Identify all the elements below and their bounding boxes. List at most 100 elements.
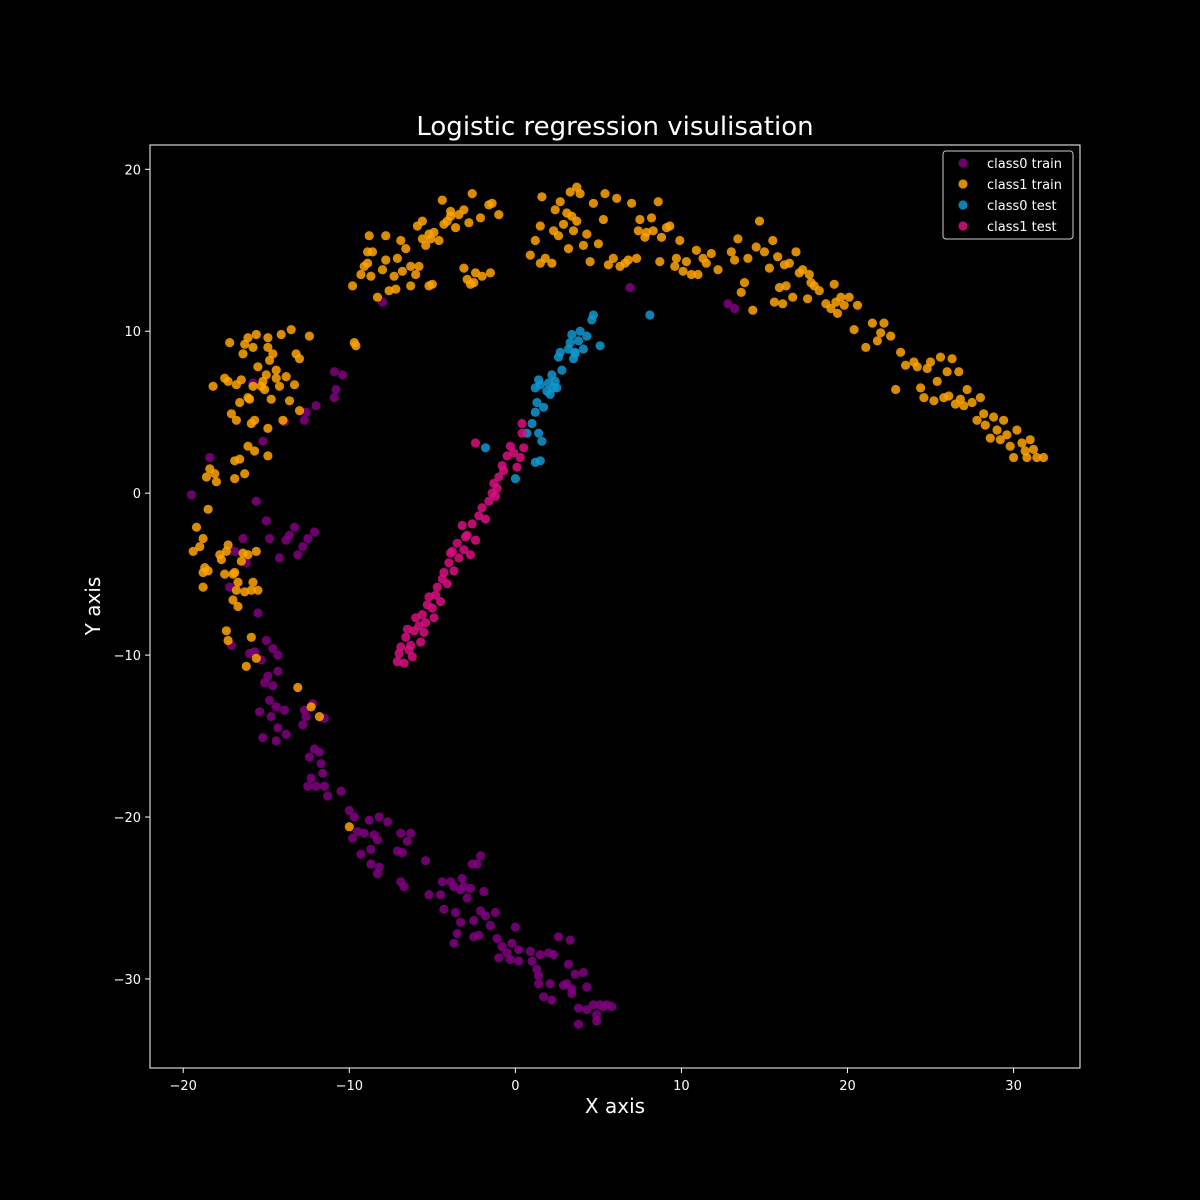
data-point (429, 227, 439, 237)
data-point (381, 231, 391, 241)
data-point (364, 815, 374, 825)
legend-box (942, 150, 1074, 240)
data-point (372, 869, 383, 879)
data-point (701, 258, 711, 268)
data-point (547, 995, 557, 1005)
data-point (510, 922, 520, 932)
data-point (442, 579, 452, 589)
data-point (487, 198, 497, 208)
data-point (648, 226, 658, 236)
data-point (509, 448, 519, 458)
data-point (562, 979, 572, 989)
data-point (293, 550, 303, 560)
data-point (281, 372, 291, 382)
data-point (573, 336, 584, 346)
data-point (314, 712, 324, 722)
data-point (366, 859, 376, 869)
data-point (344, 822, 354, 832)
data-point (293, 682, 303, 693)
data-point (555, 197, 565, 207)
data-point (366, 844, 376, 855)
data-point (612, 193, 622, 203)
data-point (539, 402, 549, 412)
x-tick-label: 20 (839, 1079, 856, 1094)
data-point (230, 546, 240, 557)
data-point (201, 472, 212, 482)
data-point (273, 666, 283, 676)
data-point (311, 401, 321, 411)
data-point (246, 632, 256, 642)
data-point (472, 859, 482, 869)
data-point (231, 415, 241, 425)
data-point (205, 452, 215, 463)
data-point (497, 942, 507, 952)
data-point (935, 352, 946, 362)
data-point (527, 418, 537, 429)
data-point (595, 341, 605, 351)
data-point (235, 454, 245, 464)
data-point (1032, 452, 1042, 463)
data-point (216, 554, 226, 565)
data-point (537, 192, 547, 202)
data-point (730, 303, 740, 314)
data-point (595, 1000, 605, 1010)
data-point (557, 365, 567, 375)
data-point (437, 195, 447, 205)
data-point (406, 281, 416, 291)
data-point (392, 253, 402, 263)
data-point (829, 279, 839, 289)
data-point (301, 712, 311, 722)
data-point (389, 271, 399, 281)
chart-title: Logistic regression visulisation (416, 112, 813, 142)
data-point (240, 587, 250, 597)
data-point (241, 661, 251, 672)
data-point (512, 462, 522, 472)
data-point (693, 269, 703, 280)
data-point (220, 569, 230, 579)
data-point (477, 503, 487, 513)
data-point (525, 250, 535, 260)
data-point (265, 695, 275, 706)
data-point (251, 496, 261, 506)
x-tick-label: 0 (511, 1079, 519, 1094)
data-point (260, 384, 270, 395)
data-point (582, 982, 592, 992)
data-point (311, 781, 321, 791)
data-point (236, 375, 246, 385)
data-point (344, 805, 354, 816)
data-point (372, 835, 383, 845)
x-tick-label: 30 (1005, 1079, 1022, 1094)
data-point (268, 349, 278, 359)
data-point (670, 261, 680, 271)
y-axis-title: Y axis (81, 577, 105, 637)
data-point (404, 645, 414, 655)
data-point (784, 258, 795, 268)
data-point (1012, 425, 1022, 435)
data-point (459, 205, 469, 215)
data-point (567, 988, 577, 999)
data-point (233, 577, 243, 587)
data-point (396, 828, 406, 838)
data-point (319, 781, 329, 791)
data-point (243, 393, 253, 403)
data-point (575, 189, 585, 199)
data-point (706, 248, 716, 259)
data-point (294, 406, 305, 416)
data-point (316, 759, 326, 769)
data-point (588, 1000, 599, 1010)
data-point (572, 216, 582, 226)
data-point (570, 969, 580, 979)
data-point (733, 234, 743, 244)
data-point (274, 553, 285, 563)
data-point (656, 232, 667, 242)
data-point (534, 971, 544, 981)
data-point (844, 292, 854, 302)
data-point (356, 269, 366, 280)
data-point (545, 979, 555, 989)
data-point (195, 542, 205, 552)
data-point (397, 848, 407, 858)
data-point (456, 917, 466, 927)
data-point (338, 370, 348, 380)
data-point (600, 189, 610, 199)
data-point (646, 213, 657, 223)
